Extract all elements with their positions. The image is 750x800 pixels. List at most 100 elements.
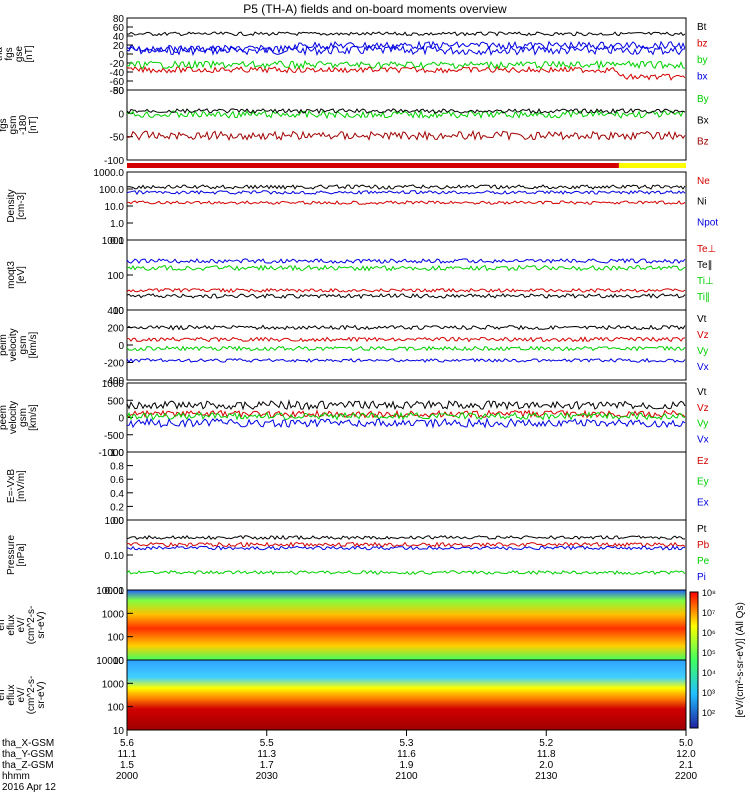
y-tick-label: 1000 [102, 379, 125, 390]
ni-trace [126, 184, 686, 190]
legend-entry: Ez [697, 456, 709, 467]
legend-entry: Bx [697, 115, 709, 126]
y-tick-label: 0.8 [110, 462, 124, 473]
colorbar-label: [eV/(cm²-s-sr-eV)] (All Qs) [735, 602, 746, 718]
ve-vt-trace [126, 398, 686, 411]
y-tick-label: 0 [118, 109, 124, 120]
y-tick-label: 10.0 [105, 202, 125, 213]
pb-trace [126, 541, 686, 548]
panel-vi: 400 200 0 -200 -400 thapeimvelocitygsm[km/s] V… [0, 306, 709, 387]
y-tick-label: -400 [104, 376, 124, 387]
bt-trace [126, 31, 686, 37]
legend-entry: Pb [697, 540, 710, 551]
ephemeris-label: tha_Z-GSM [2, 760, 54, 771]
legend-entry: By [697, 94, 709, 105]
legend-entry: Pt [697, 524, 707, 535]
panel-fgs-gsm: 50 0 -50 -100 thafgsgsm-180[nT] By Bx Bz [0, 86, 709, 167]
y-tick-label: 1.0 [110, 448, 124, 459]
y-tick-label: 100 [107, 271, 124, 282]
y-axis-label: E=-VxB[mV/m] [6, 469, 27, 504]
y-tick-label: 0.6 [110, 475, 124, 486]
y-tick-label: -100 [104, 156, 124, 167]
legend-entry: Ni [697, 197, 706, 208]
mode-bar-slow [618, 163, 686, 168]
Bx-gsm-trace [126, 108, 686, 115]
legend-entry: Vt [697, 387, 707, 398]
ephemeris-label: 2016 Apr 12 [2, 782, 56, 793]
panel-frame [126, 17, 687, 91]
ephemeris-value-z: 1.9 [400, 760, 414, 771]
colorbar-tick: 10³ [702, 688, 715, 698]
legend-entry: Pe [697, 556, 710, 567]
ephemeris-value-y: 11.6 [397, 749, 416, 760]
ve-vx-trace [126, 417, 686, 429]
legend-entry: by [697, 55, 708, 66]
colorbar-tick: 10⁸ [702, 588, 716, 598]
ephemeris-value-x: 5.3 [400, 738, 414, 749]
panel-frame [126, 309, 687, 381]
by-trace [126, 40, 686, 55]
y-tick-label: 100.0 [99, 185, 124, 196]
colorbar-tick: 10² [702, 708, 715, 718]
ephemeris-value-t: 2030 [256, 771, 279, 782]
y-axis-label: thapeemvelocitygsm[km/s] [0, 401, 39, 434]
y-tick-label: 10000 [96, 656, 124, 667]
y-tick-label: 1.0 [110, 219, 124, 230]
ephemeris-value-y: 11.1 [118, 749, 137, 760]
legend-entry: Ex [697, 497, 709, 508]
ephemeris-label: tha_Y-GSM [2, 749, 53, 760]
mode-bar-fast [127, 163, 619, 168]
legend-entry: Bz [697, 137, 709, 148]
legend-entry: Vx [697, 362, 709, 373]
ve-vz-trace [126, 409, 686, 419]
y-tick-label: 500 [107, 396, 124, 407]
ephemeris-value-z: 2.0 [539, 760, 553, 771]
by2-trace [126, 59, 686, 71]
legend-entry: Vz [697, 330, 709, 341]
ne-trace [127, 200, 686, 205]
npot-trace [126, 190, 686, 196]
ephemeris-value-t: 2200 [675, 771, 698, 782]
ti-trace [126, 264, 686, 272]
plot-title: P5 (TH-A) fields and on-board moments ov… [243, 2, 507, 16]
vz-trace [126, 336, 686, 343]
y-tick-label: 0 [118, 50, 124, 61]
ephemeris-value-y: 12.0 [676, 749, 696, 760]
legend-entry: Vz [697, 403, 709, 414]
colorbar [689, 591, 699, 729]
y-tick-label: 20 [113, 41, 125, 52]
legend-entry: Vt [697, 314, 707, 325]
legend-entry: Vx [697, 434, 709, 445]
pe-trace [126, 569, 686, 576]
panel-frame [126, 239, 687, 311]
y-tick-label: 40 [113, 32, 125, 43]
y-tick-label: 50 [113, 86, 125, 97]
panel-frame [126, 89, 687, 161]
y-tick-label: -1000 [98, 448, 124, 459]
legend-entry: Ey [697, 477, 709, 488]
y-tick-label: 0.10 [105, 551, 125, 562]
ephemeris-value-t: 2100 [395, 771, 418, 782]
colorbar-tick: 10⁴ [702, 668, 716, 678]
y-axis-label: thapeimvelocitygsm[km/s] [0, 328, 39, 361]
ephemeris-value-y: 11.3 [257, 749, 276, 760]
y-tick-label: 0.0 [110, 516, 124, 527]
colorbar-tick: 10⁵ [702, 648, 716, 658]
y-axis-label: thapeerenefluxeV/(cm^2-s-sr-eV) [0, 676, 47, 715]
panel-temp: 1000 100 10 moqt3[eV] Te⊥ Te∥ Ti⊥ Ti∥ [6, 236, 716, 317]
legend-entry: Vy [697, 346, 708, 357]
y-tick-label: 0.01 [105, 586, 125, 597]
ti-par-trace [126, 293, 686, 300]
y-tick-label: 1.00 [105, 516, 125, 527]
y-tick-label: 100 [107, 703, 124, 714]
y-tick-label: 10 [113, 306, 125, 317]
y-tick-label: 1000 [102, 609, 125, 620]
y-tick-label: 60 [113, 23, 125, 34]
y-tick-label: 200 [107, 324, 124, 335]
y-axis-label: Density[cm-3] [6, 189, 27, 222]
ephemeris-value-x: 5.6 [120, 738, 134, 749]
legend-entry: Bt [697, 22, 707, 33]
vx-trace [126, 357, 686, 363]
panel-peer: 10000 1000 100 10 thapeerenefluxeV/(cm^2-s-s… [0, 656, 687, 737]
